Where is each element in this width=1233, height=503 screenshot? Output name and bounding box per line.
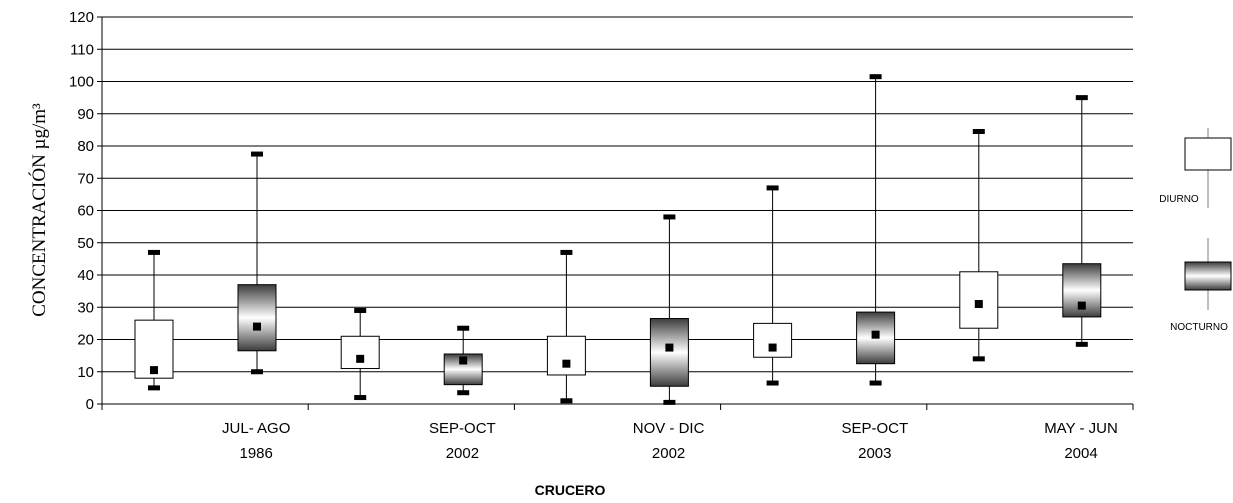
x-tick-label-line2: 2003: [858, 445, 891, 462]
nocturno-max-cap: [663, 214, 676, 220]
nocturno-median-marker: [1077, 301, 1086, 310]
diurno-median-marker: [768, 343, 777, 352]
nocturno-box: [237, 284, 277, 352]
y-tick-label: 120: [69, 9, 94, 26]
y-tick-label: 10: [77, 364, 94, 381]
x-tick-label-line2: 2002: [446, 445, 479, 462]
nocturno-max-cap: [457, 325, 470, 331]
nocturno-median-marker: [871, 330, 880, 339]
y-axis-label: CONCENTRACIÓN µg/m³: [28, 103, 50, 317]
diurno-box: [959, 271, 999, 329]
x-tick-label-line1: SEP-OCT: [429, 420, 496, 437]
nocturno-median-marker: [253, 322, 261, 331]
nocturno-max-cap: [1075, 95, 1088, 101]
nocturno-min-cap: [457, 390, 470, 396]
diurno-min-cap: [766, 380, 779, 386]
diurno-max-cap: [972, 128, 985, 134]
nocturno-min-cap: [251, 369, 263, 375]
diurno-box: [753, 322, 793, 358]
y-tick-label: 100: [69, 74, 94, 91]
nocturno-max-cap: [869, 74, 882, 80]
diurno-max-cap: [354, 307, 367, 313]
legend: DIURNO NOCTURNO: [1159, 128, 1232, 333]
y-tick-label: 40: [77, 267, 94, 284]
diurno-median-marker: [974, 300, 983, 309]
x-axis-label: CRUCERO: [535, 482, 606, 498]
x-tick-label-line2: 2004: [1064, 445, 1097, 462]
nocturno-min-cap: [869, 380, 882, 386]
legend-nocturno-swatch: [1184, 261, 1232, 291]
y-tick-label: 60: [77, 203, 94, 220]
diurno-min-cap: [148, 385, 160, 391]
y-tick-label: 70: [77, 170, 94, 187]
diurno-min-cap: [354, 395, 367, 401]
y-tick-label: 110: [70, 41, 94, 58]
y-tick-label: 0: [86, 396, 94, 413]
x-tick-label-line2: 1986: [240, 445, 273, 462]
x-tick-label-line1: SEP-OCT: [841, 420, 908, 437]
diurno-box: [340, 335, 380, 370]
diurno-max-cap: [766, 185, 779, 191]
boxes: [134, 74, 1102, 405]
diurno-max-cap: [148, 249, 160, 255]
x-tick-label-line1: MAY - JUN: [1044, 420, 1118, 437]
diurno-median-marker: [562, 359, 571, 368]
x-tick-label-line1: JUL- AGO: [222, 420, 290, 437]
nocturno-max-cap: [251, 151, 263, 157]
nocturno-box: [1062, 263, 1102, 318]
diurno-median-marker: [356, 354, 365, 363]
y-tick-label: 90: [77, 106, 94, 123]
legend-diurno-label: DIURNO: [1159, 194, 1199, 205]
y-tick-label: 50: [77, 235, 94, 252]
diurno-max-cap: [560, 249, 573, 255]
y-tick-label: 80: [77, 138, 94, 155]
y-tick-label: 30: [77, 299, 94, 316]
y-tick-label: 20: [77, 332, 94, 349]
diurno-min-cap: [560, 398, 573, 404]
nocturno-min-cap: [1075, 341, 1088, 347]
diurno-box: [546, 335, 586, 376]
nocturno-box: [649, 318, 689, 387]
axes: 0 10 20 30 40 50 60 70 80 90 100 110 120 JUL- AGO 1986…: [69, 9, 1134, 462]
x-tick-label-line2: 2002: [652, 445, 685, 462]
diurno-median-marker: [150, 366, 158, 375]
legend-diurno-swatch: [1184, 137, 1232, 171]
diurno-min-cap: [972, 356, 985, 362]
nocturno-min-cap: [663, 399, 676, 405]
legend-nocturno-label: NOCTURNO: [1170, 322, 1228, 333]
x-tick-label-line1: NOV - DIC: [633, 420, 705, 437]
nocturno-median-marker: [665, 343, 674, 352]
nocturno-median-marker: [459, 356, 468, 365]
